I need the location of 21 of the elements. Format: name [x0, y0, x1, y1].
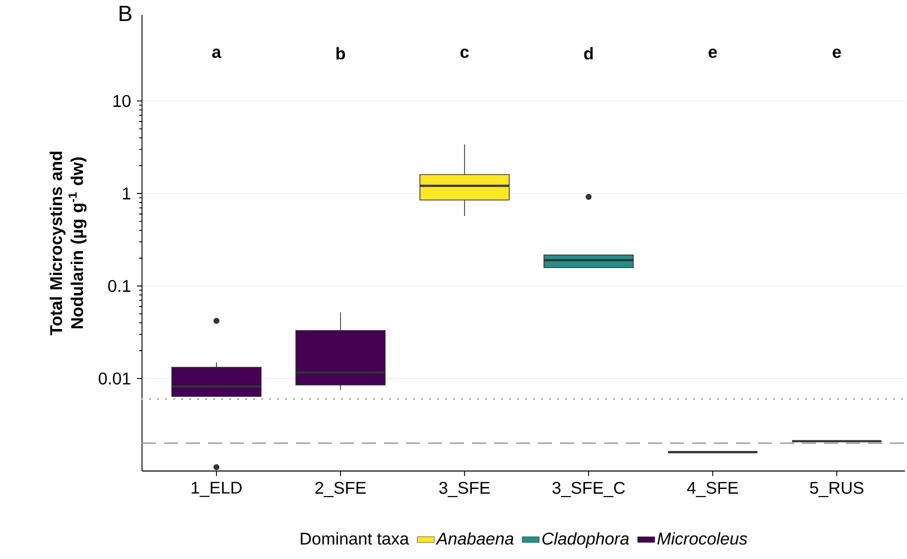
x-tick-label: 2_SFE: [315, 482, 366, 498]
x-tick-label: 3_SFE: [439, 482, 490, 498]
annotation: c: [460, 48, 469, 58]
x-tick-label: 5_RUS: [810, 482, 864, 498]
legend-label: Anabaena: [436, 532, 514, 545]
annotation: e: [708, 48, 717, 58]
x-tick-label: 4_SFE: [687, 482, 738, 498]
annotation: d: [584, 47, 593, 60]
y-tick-label: 0.01: [98, 372, 130, 385]
y-tick-label: 0.1: [108, 280, 130, 292]
x-tick-label: 3_SFE_C: [552, 482, 625, 498]
y-tick-label: 1: [122, 188, 130, 200]
legend-label: Microcoleus: [657, 532, 748, 545]
x-tick-label: 1_ELD: [192, 482, 242, 497]
annotation: a: [212, 48, 222, 58]
legend-label: Cladophora: [542, 532, 629, 548]
legend-title: Dominant taxa: [300, 532, 410, 545]
text: B: [120, 6, 132, 21]
annotation: e: [832, 48, 841, 58]
annotation: b: [336, 47, 346, 60]
y-tick-label: 10: [114, 94, 130, 107]
